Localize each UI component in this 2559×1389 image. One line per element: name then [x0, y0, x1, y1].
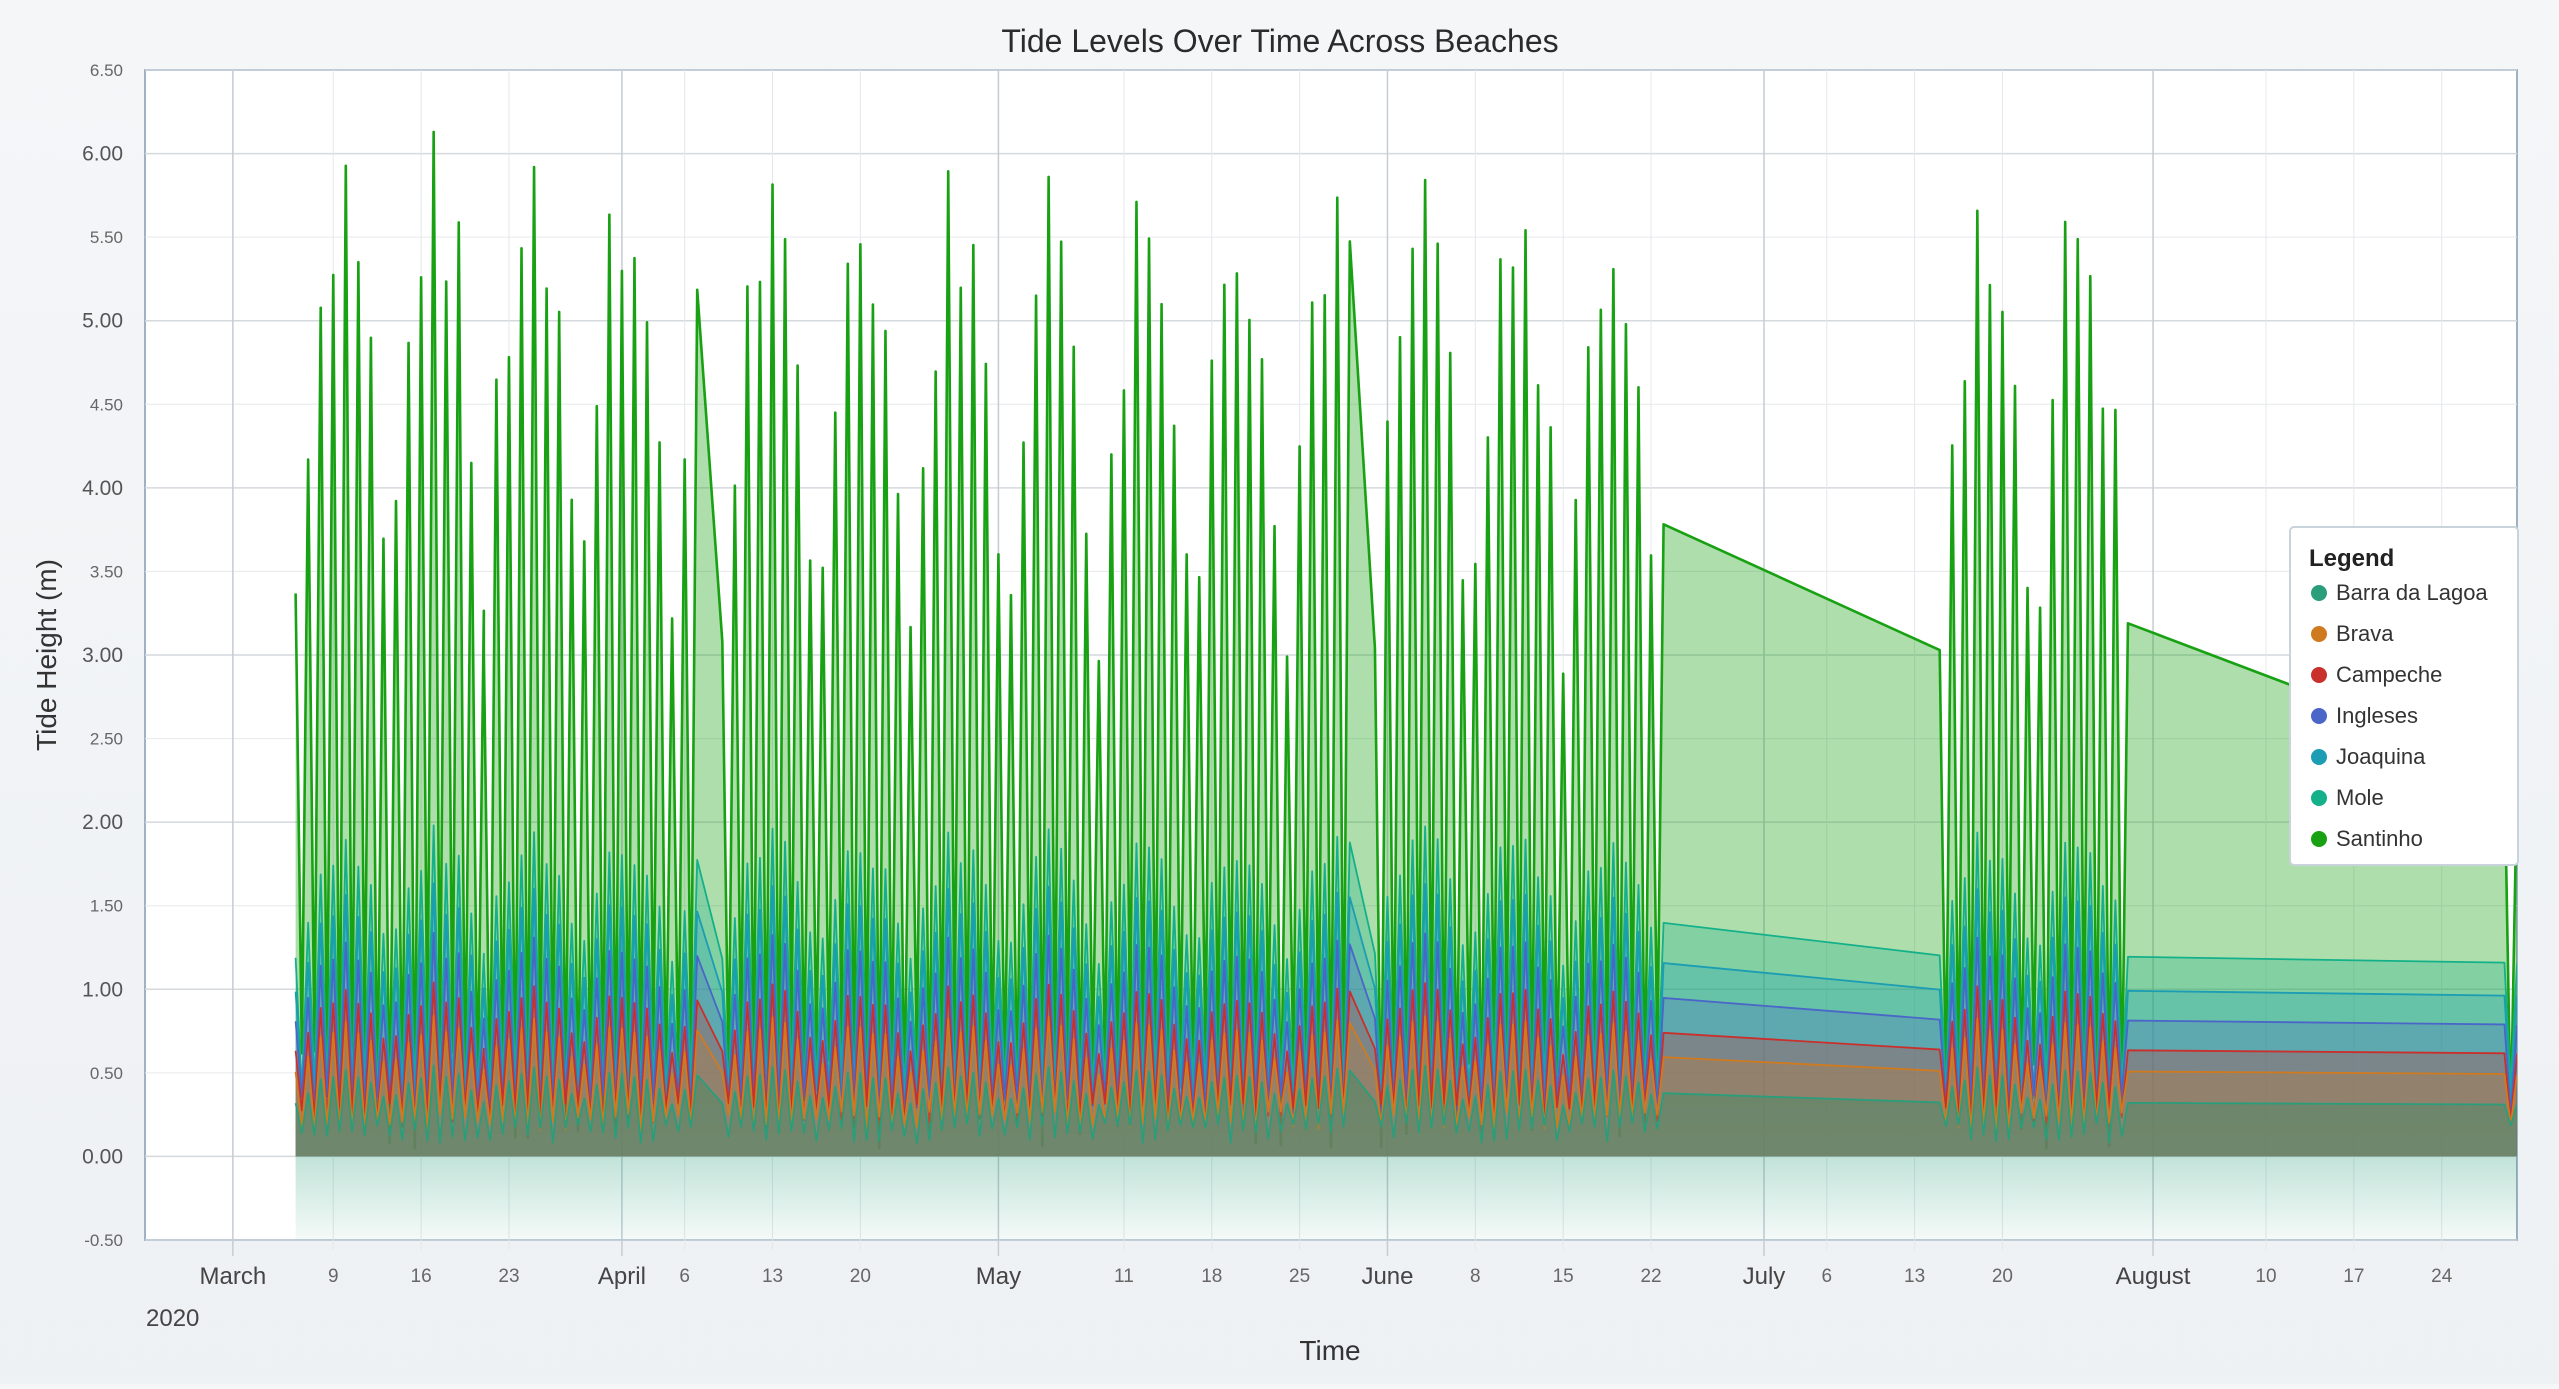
x-tick-label: 18: [1201, 1266, 1222, 1287]
x-tick-label: 6: [1821, 1266, 1832, 1287]
y-tick-label: 3.50: [90, 562, 123, 581]
y-tick-label: 5.00: [82, 310, 123, 333]
x-axis: March April May June July August 9 16 23 6 13 20 11 1…: [200, 1263, 2453, 1290]
x-tick-label: 23: [498, 1266, 519, 1287]
y-tick-label: 0.00: [82, 1145, 123, 1168]
y-axis: 0.00 1.00 2.00 3.00 4.00 5.00 6.00 -0.50 0.50 1.5…: [82, 61, 123, 1250]
legend-label: Mole: [2336, 785, 2384, 810]
x-tick-label: August: [2116, 1263, 2191, 1290]
y-tick-label: 4.00: [82, 477, 123, 500]
x-axis-title: Time: [1299, 1335, 1360, 1366]
y-tick-label: 4.50: [90, 395, 123, 414]
x-tick-label: 15: [1553, 1266, 1574, 1287]
x-tick-label: 25: [1289, 1266, 1310, 1287]
y-tick-label: -0.50: [84, 1231, 123, 1250]
legend-marker: [2311, 831, 2327, 847]
x-tick-label: June: [1361, 1263, 1413, 1290]
y-tick-label: 2.50: [90, 730, 123, 749]
year-label: 2020: [146, 1305, 199, 1332]
x-tick-label: April: [598, 1263, 646, 1290]
series-line-barra-da-lagoa: [294, 1064, 2517, 1144]
x-tick-label: 10: [2255, 1266, 2276, 1287]
legend-marker: [2311, 667, 2327, 683]
y-tick-label: 3.00: [82, 644, 123, 667]
legend-marker: [2311, 749, 2327, 765]
x-tick-label: 9: [328, 1266, 339, 1287]
y-tick-label: 0.50: [90, 1064, 123, 1083]
x-tick-label: 24: [2431, 1266, 2453, 1287]
legend-items: Barra da Lagoa Brava Campeche Ingleses Joaqu…: [2311, 580, 2488, 851]
series-areas: [294, 130, 2517, 1240]
series-line-santinho: [294, 130, 2517, 1150]
x-tick-label: 6: [679, 1266, 690, 1287]
x-tick-label: 20: [850, 1266, 871, 1287]
y-tick-label: 6.00: [82, 143, 123, 166]
y-tick-label: 5.50: [90, 228, 123, 247]
legend-marker: [2311, 626, 2327, 642]
y-axis-title: Tide Height (m): [31, 559, 62, 751]
legend-title: Legend: [2309, 545, 2394, 572]
legend-label: Barra da Lagoa: [2336, 580, 2488, 605]
x-tick-label: 20: [1992, 1266, 2013, 1287]
x-tick-label: July: [1743, 1263, 1786, 1290]
series-area-brava: [295, 1015, 2517, 1157]
y-tick-label: 1.00: [82, 978, 123, 1001]
legend-label: Ingleses: [2336, 703, 2418, 728]
legend-marker: [2311, 790, 2327, 806]
legend-box: [2289, 526, 2519, 866]
x-tick-label: 13: [1904, 1266, 1925, 1287]
x-tick-label: March: [200, 1263, 267, 1290]
x-tick-label: May: [976, 1263, 1021, 1290]
x-tick-label: 22: [1640, 1266, 1661, 1287]
y-tick-label: 1.50: [90, 897, 123, 916]
x-tick-label: 16: [411, 1266, 432, 1287]
series-line-brava: [294, 1014, 2517, 1133]
legend-label: Campeche: [2336, 662, 2442, 687]
chart-title: Tide Levels Over Time Across Beaches: [1001, 23, 1558, 59]
y-tick-label: 6.50: [90, 61, 123, 80]
series-area-barra-da-lagoa: [295, 1065, 2517, 1157]
legend-label: Santinho: [2336, 826, 2423, 851]
legend-label: Brava: [2336, 621, 2394, 646]
legend-label: Joaquina: [2336, 744, 2426, 769]
legend-marker: [2311, 708, 2327, 724]
legend: Legend Barra da Lagoa Brava Campeche Ingles…: [2289, 526, 2519, 866]
x-tick-label: 13: [762, 1266, 783, 1287]
x-tick-label: 8: [1470, 1266, 1481, 1287]
y-tick-label: 2.00: [82, 811, 123, 834]
x-tick-label: 11: [1114, 1266, 1134, 1287]
x-tick-label: 17: [2343, 1266, 2364, 1287]
series-area-santinho: [295, 131, 2517, 1157]
legend-marker: [2311, 585, 2327, 601]
series-line-ingleses: [294, 932, 2517, 1116]
